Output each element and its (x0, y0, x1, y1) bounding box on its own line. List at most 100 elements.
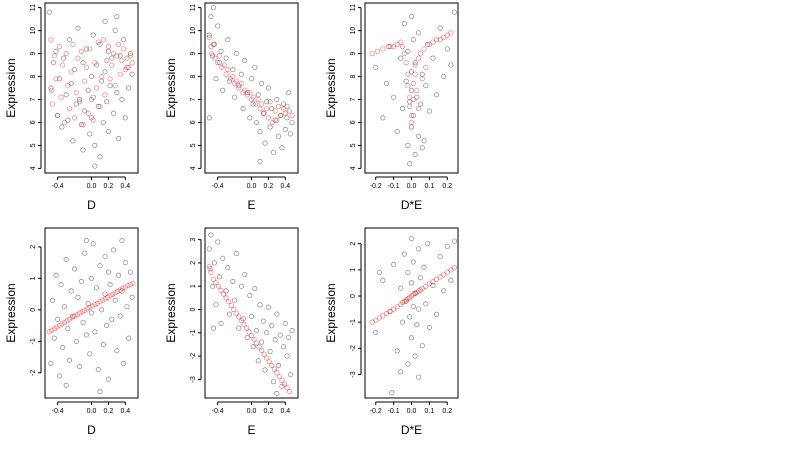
observed-point (286, 90, 292, 96)
observed-point (61, 304, 67, 310)
plot-frame (44, 2, 139, 174)
y-tick-label: -2 (190, 353, 197, 359)
fitted-point (218, 287, 224, 294)
observed-point (412, 152, 418, 158)
observed-point (206, 246, 212, 252)
observed-point (391, 262, 397, 268)
observed-point (56, 373, 62, 379)
observed-point (220, 255, 226, 261)
observed-point (412, 353, 418, 359)
observed-point (236, 83, 242, 89)
observed-point (405, 269, 411, 275)
observed-point (213, 76, 219, 82)
y-tick-label: 2 (30, 245, 37, 249)
observed-point (83, 238, 89, 244)
observed-point (281, 344, 287, 350)
series-fitted (48, 37, 135, 128)
observed-point (403, 78, 409, 84)
fitted-point (228, 302, 234, 309)
fitted-point (60, 62, 66, 68)
y-tick-label: 6 (30, 120, 37, 124)
fitted-point (69, 315, 75, 321)
fitted-point (216, 53, 222, 59)
fitted-point (369, 319, 375, 325)
observed-point (236, 325, 242, 331)
observed-point (269, 106, 275, 112)
observed-point (430, 55, 436, 61)
fitted-point (408, 119, 415, 126)
observed-point (260, 110, 266, 116)
fitted-point (100, 37, 106, 43)
observed-point (400, 106, 406, 112)
fitted-point (423, 64, 429, 70)
plot-frame (364, 227, 459, 399)
observed-point (95, 103, 101, 109)
fitted-point (78, 48, 84, 54)
observed-point (77, 96, 83, 102)
fitted-point (255, 96, 261, 103)
observed-point (284, 115, 290, 121)
y-axis-title: Expression (4, 283, 18, 342)
fitted-point (248, 332, 255, 339)
series-observed (373, 235, 457, 396)
fitted-point (85, 110, 91, 116)
fitted-point (271, 366, 277, 372)
observed-point (437, 25, 443, 31)
observed-point (227, 311, 233, 317)
observed-point (73, 101, 79, 107)
fitted-point (89, 303, 95, 309)
y-tick-label: -3 (350, 371, 357, 377)
fitted-point (278, 112, 284, 119)
fitted-point (73, 89, 79, 96)
fitted-point (87, 46, 93, 52)
fitted-point (75, 55, 81, 61)
fitted-point (51, 326, 57, 332)
observed-point (92, 142, 98, 148)
fitted-point (215, 283, 222, 289)
x-tick-label: 0.2 (104, 183, 114, 190)
observed-point (270, 379, 276, 385)
observed-point (90, 94, 96, 100)
y-tick-label: 2 (190, 261, 197, 265)
fitted-point (65, 83, 71, 89)
observed-point (421, 264, 427, 270)
panel-bottom-DE: -0.2 -0.1 0.0 0.1 0.2 -3 -2 -1 0 1 2 D*E Expression (324, 227, 459, 437)
observed-point (100, 119, 106, 125)
observed-point (425, 241, 431, 247)
plot-frame (204, 2, 299, 174)
fitted-point (444, 32, 450, 38)
fitted-point (394, 41, 400, 47)
observed-point (232, 94, 238, 100)
observed-point (55, 113, 61, 119)
observed-point (262, 367, 268, 373)
observed-point (68, 80, 74, 86)
y-tick-label: 3 (190, 238, 197, 242)
observed-point (408, 69, 414, 75)
observed-point (383, 80, 389, 86)
observed-point (277, 332, 283, 338)
fitted-point (84, 306, 90, 312)
observed-point (218, 320, 224, 326)
observed-point (260, 318, 266, 324)
fitted-point (117, 71, 123, 77)
fitted-point (407, 103, 413, 109)
observed-point (408, 335, 414, 341)
panel-bottom-E: -0.4 0.0 0.2 0.4 -3 -2 -1 0 1 2 3 E Expression (164, 227, 299, 437)
fitted-point (383, 310, 390, 317)
y-tick-label: 10 (350, 27, 357, 35)
fitted-point (408, 293, 415, 299)
observed-point (267, 348, 273, 354)
observed-point (83, 332, 89, 338)
fitted-point (242, 87, 248, 93)
observed-point (105, 48, 111, 54)
fitted-point (437, 37, 443, 43)
observed-point (423, 301, 429, 307)
y-tick-label: 5 (30, 143, 37, 147)
observed-point (230, 279, 236, 285)
x-tick-label: 0.4 (280, 408, 290, 415)
observed-point (279, 145, 285, 151)
x-tick-label: -0.4 (212, 183, 224, 190)
observed-point (287, 131, 293, 137)
fitted-point (407, 94, 413, 100)
fitted-point (95, 39, 101, 45)
